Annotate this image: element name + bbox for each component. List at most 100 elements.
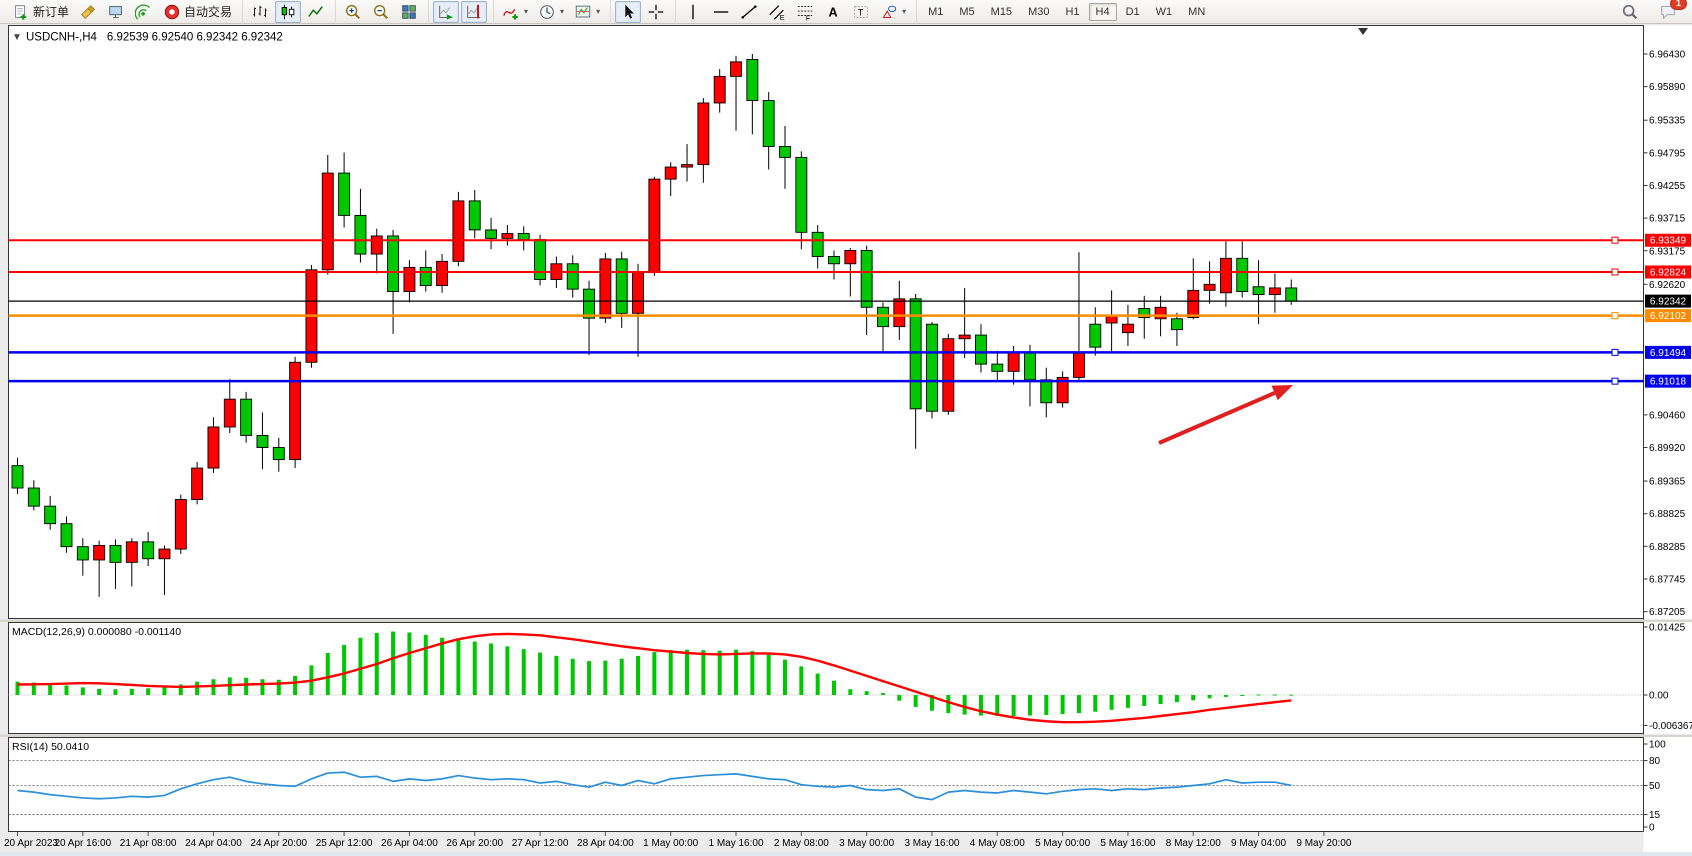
timeframe-m5[interactable]: M5	[959, 5, 975, 18]
toolbar-group	[242, 0, 333, 24]
candle	[1203, 261, 1216, 304]
toolbar-group	[610, 0, 673, 24]
candle	[485, 217, 498, 250]
dropdown-caret-icon[interactable]: ▾	[902, 7, 907, 16]
candlestick-button[interactable]	[275, 0, 302, 23]
price-axis-tick: 6.93175	[1649, 246, 1686, 257]
zoom-in-button[interactable]	[340, 1, 366, 23]
rsi-line	[17, 771, 1292, 801]
cursor-button[interactable]	[615, 0, 642, 23]
autotrade-button[interactable]: 自动交易	[159, 1, 236, 23]
timeframe-m15[interactable]: M15	[990, 5, 1013, 18]
zoom-out-button[interactable]	[368, 1, 394, 23]
tile-windows-button[interactable]	[396, 1, 422, 23]
macd-bar	[1289, 694, 1294, 696]
cursor-icon	[625, 4, 634, 19]
macd-bar	[864, 691, 869, 695]
macd-bar	[342, 644, 347, 695]
line-chart-button[interactable]	[303, 1, 329, 23]
vline-button[interactable]	[680, 1, 706, 23]
zoom-out-icon	[374, 4, 389, 19]
candle	[664, 162, 677, 197]
candle	[436, 254, 449, 293]
candle	[256, 412, 269, 470]
macd-bar	[440, 637, 445, 695]
channel-button[interactable]: E	[764, 1, 790, 23]
price-line-label	[1645, 374, 1691, 388]
macd-bar	[64, 685, 69, 695]
text-button[interactable]: A	[820, 1, 846, 23]
timeframe-w1[interactable]: W1	[1155, 5, 1173, 18]
search-button[interactable]	[1617, 1, 1643, 23]
chart-shift-button[interactable]	[461, 0, 488, 23]
chat-button[interactable]: 1	[1655, 0, 1687, 23]
candle	[338, 152, 351, 228]
annotation-arrow-head	[1271, 385, 1293, 401]
macd-bar	[668, 650, 673, 695]
timeframe-m30[interactable]: M30	[1028, 5, 1050, 18]
label-button[interactable]: T	[848, 1, 874, 23]
candle	[289, 356, 302, 469]
macd-bar	[489, 643, 494, 695]
time-axis-label: 5 May 00:00	[1035, 838, 1090, 849]
macd-bar	[195, 681, 200, 695]
timeframe-h4[interactable]: H4	[1088, 2, 1117, 21]
auto-scroll-button[interactable]	[433, 0, 460, 23]
timeframe-h1[interactable]: H1	[1065, 5, 1080, 18]
chart-window-button[interactable]	[75, 1, 101, 23]
new-order-button[interactable]: 新订单	[8, 1, 73, 23]
macd-bar	[456, 640, 461, 695]
macd-bar	[929, 695, 934, 711]
monitor-icon	[109, 5, 122, 18]
zoom-in-icon	[346, 4, 361, 19]
timeframe-d1[interactable]: D1	[1125, 5, 1140, 18]
time-axis-label: 24 Apr 04:00	[185, 838, 242, 849]
macd-bar	[1011, 695, 1016, 716]
fibonacci-button[interactable]: F	[792, 1, 818, 23]
current-price-label-text: 6.92342	[1650, 297, 1687, 308]
dropdown-caret-icon[interactable]: ▾	[560, 7, 565, 16]
notification-badge: 1	[1670, 0, 1687, 10]
macd-bar	[423, 634, 428, 695]
clock-icon	[540, 4, 554, 19]
indicators-button[interactable]: ▾	[498, 1, 532, 23]
time-axis-label: 3 May 00:00	[839, 838, 894, 849]
timeframe-mn[interactable]: MN	[1188, 5, 1206, 18]
signals-button[interactable]	[131, 1, 157, 23]
time-axis-label: 3 May 16:00	[904, 838, 959, 849]
price-axis-tick: 6.92620	[1649, 280, 1686, 291]
macd-bar	[766, 654, 771, 695]
dropdown-caret-icon[interactable]: ▾	[596, 7, 601, 16]
line-handle	[1611, 348, 1619, 356]
candle	[1121, 304, 1134, 346]
chart-canvas[interactable]: 6.96430 6.95890 6.95335 6.94795 6.94255 6.937…	[0, 24, 1692, 856]
timeframe-m1[interactable]: M1	[928, 5, 944, 18]
time-axis-label: 1 May 00:00	[643, 838, 698, 849]
macd-bar	[750, 651, 755, 695]
price-axis-tick: 6.88285	[1649, 542, 1686, 553]
time-axis-label: 20 Apr 16:00	[54, 838, 111, 849]
dropdown-caret-icon[interactable]: ▾	[524, 7, 529, 16]
macd-bar	[946, 695, 951, 714]
market-watch-button[interactable]	[103, 1, 129, 23]
candle	[893, 280, 906, 340]
line-handle	[1611, 312, 1619, 320]
macd-label: MACD(12,26,9) 0.000080 -0.001140	[12, 626, 181, 638]
autotrade-icon	[164, 4, 180, 19]
line-handle	[1611, 268, 1619, 276]
arrows-button[interactable]: ▾	[876, 1, 910, 23]
templates-button[interactable]: ▾	[570, 1, 604, 23]
periods-button[interactable]: ▾	[534, 1, 568, 23]
signal-icon	[135, 3, 150, 20]
svg-text:E: E	[780, 13, 785, 21]
hline-button[interactable]	[708, 1, 734, 23]
trendline-button[interactable]	[736, 1, 762, 23]
candle	[109, 539, 122, 589]
macd-bar	[1191, 695, 1196, 701]
candle	[354, 188, 367, 263]
chart-window[interactable]: 6.96430 6.95890 6.95335 6.94795 6.94255 6.937…	[0, 24, 1692, 856]
bar-chart-button[interactable]	[247, 1, 273, 23]
bars-icon	[253, 5, 267, 17]
macd-bar	[880, 693, 885, 695]
crosshair-button[interactable]	[643, 1, 669, 23]
